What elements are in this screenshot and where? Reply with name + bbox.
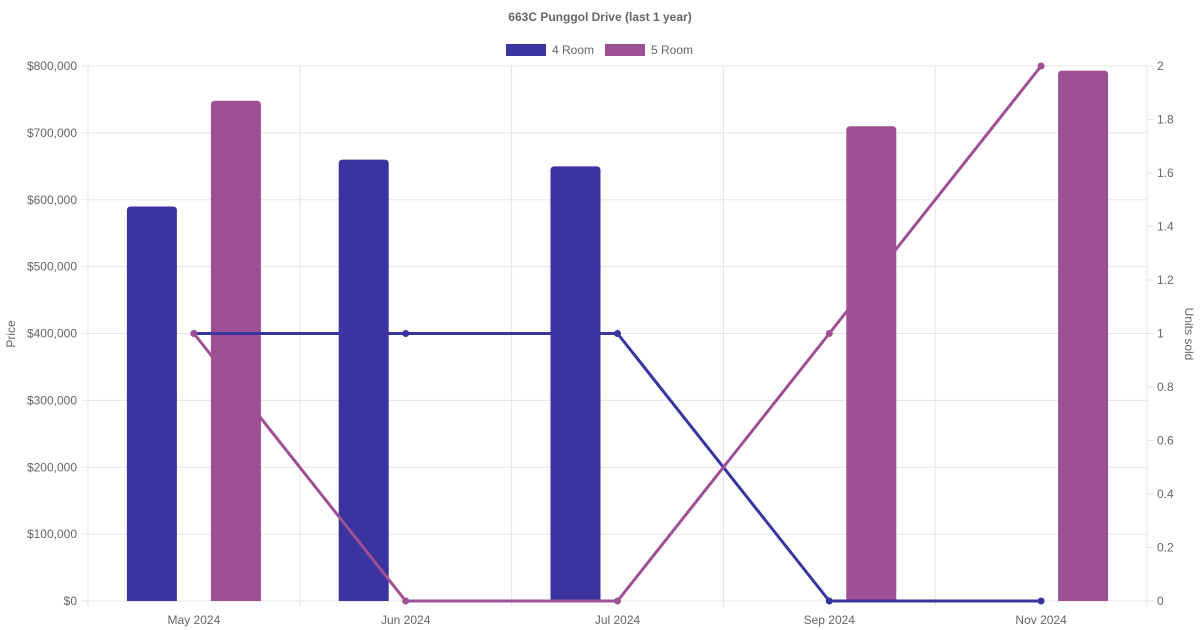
y-tick-label: $800,000	[27, 59, 77, 73]
point-units-sold-5-room	[1037, 62, 1045, 70]
y-tick-label: $400,000	[27, 327, 77, 341]
point-units-sold-5-room	[825, 330, 833, 337]
point-units-sold-4-room	[402, 330, 410, 337]
x-tick-label: May 2024	[168, 613, 221, 627]
y-tick-label: $700,000	[27, 126, 77, 140]
legend-item-5-room[interactable]: 5 Room	[605, 43, 693, 57]
legend-item-4-room[interactable]: 4 Room	[506, 43, 594, 57]
y2-tick-label: 0.4	[1157, 487, 1174, 501]
bar-4-room	[126, 206, 177, 601]
point-units-sold-5-room	[402, 597, 410, 605]
point-units-sold-4-room	[614, 330, 621, 337]
point-units-sold-5-room	[614, 597, 621, 605]
y2-tick-label: 1	[1157, 327, 1164, 341]
y2-tick-label: 1.2	[1157, 273, 1174, 287]
legend-swatch-4-room	[506, 44, 546, 56]
x-tick-label: Nov 2024	[1015, 613, 1067, 627]
y-tick-label: $100,000	[27, 527, 77, 541]
y2-tick-label: 2	[1157, 59, 1164, 73]
y2-tick-label: 1.6	[1157, 166, 1174, 180]
legend-label-5-room: 5 Room	[651, 43, 693, 57]
point-units-sold-5-room	[190, 330, 198, 337]
legend-label-4-room: 4 Room	[552, 43, 594, 57]
legend-swatch-5-room	[605, 44, 645, 56]
bar-5-room	[1058, 70, 1109, 601]
bar-5-room	[846, 126, 897, 601]
bar-4-room	[338, 159, 389, 601]
y2-tick-label: 0.6	[1157, 434, 1174, 448]
point-units-sold-4-room	[1037, 597, 1045, 605]
x-tick-label: Sep 2024	[804, 613, 856, 627]
y2-axis-title: Units sold	[1182, 308, 1196, 361]
bar-5-room	[210, 100, 261, 602]
y-tick-label: $500,000	[27, 260, 77, 274]
y-tick-label: $0	[64, 594, 78, 608]
y2-tick-label: 0	[1157, 594, 1164, 608]
y2-tick-label: 1.4	[1157, 220, 1174, 234]
x-tick-label: Jul 2024	[595, 613, 641, 627]
bars	[126, 70, 1109, 602]
chart-title: 663C Punggol Drive (last 1 year)	[508, 10, 691, 24]
legend: 4 Room 5 Room	[506, 43, 693, 57]
bar-4-room	[550, 166, 601, 601]
y-tick-label: $600,000	[27, 193, 77, 207]
y-tick-label: $200,000	[27, 460, 77, 474]
y2-tick-label: 0.8	[1157, 380, 1174, 394]
point-units-sold-4-room	[825, 597, 833, 605]
y-tick-label: $300,000	[27, 393, 77, 407]
tick-labels: $0 $100,000 $200,000 $300,000 $400,000 $500,0…	[27, 59, 1174, 627]
x-tick-label: Jun 2024	[381, 613, 431, 627]
lines	[190, 62, 1045, 605]
y-axis-title: Price	[4, 320, 18, 348]
y2-tick-label: 1.8	[1157, 113, 1174, 127]
y2-tick-label: 0.2	[1157, 541, 1174, 555]
